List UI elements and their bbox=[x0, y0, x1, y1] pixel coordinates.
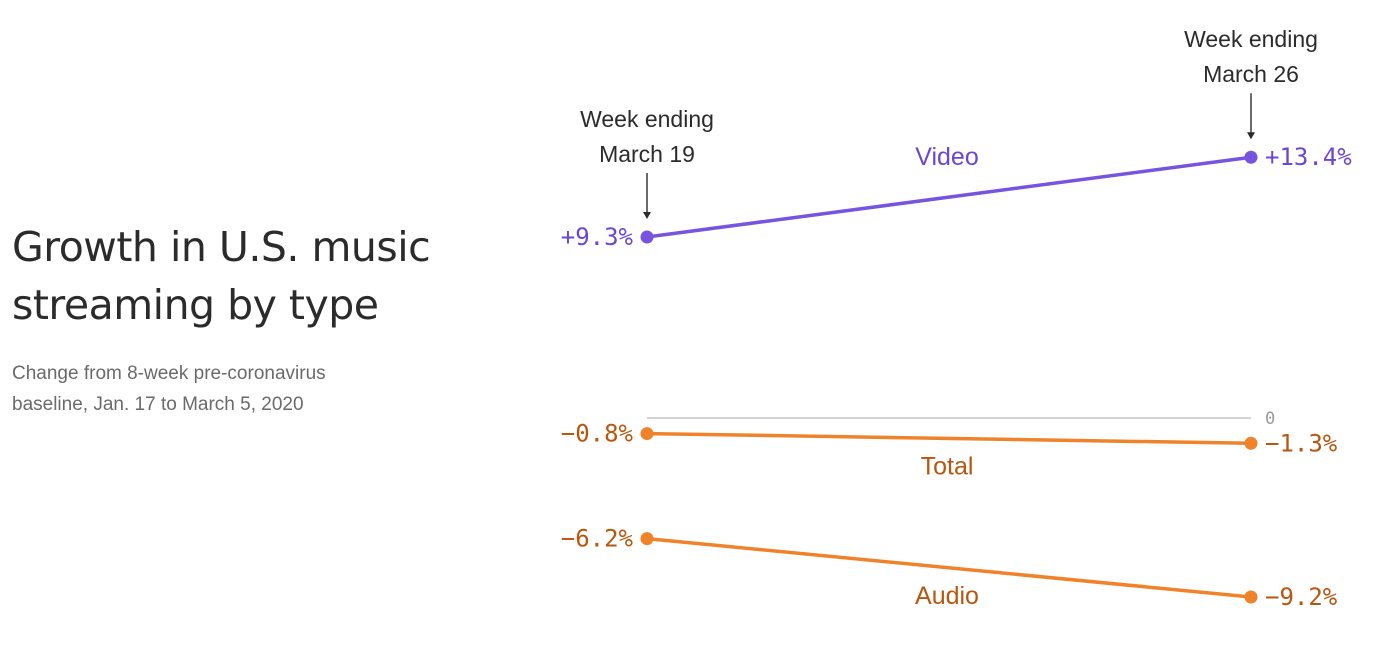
video-value-label-1: +9.3% bbox=[561, 223, 634, 251]
total-line bbox=[645, 431, 1253, 446]
audio-line bbox=[645, 536, 1253, 599]
video-series-label: Video bbox=[915, 143, 979, 171]
period-label-2-line-1: Week ending bbox=[1184, 26, 1318, 52]
audio-value-label-2: −9.2% bbox=[1265, 583, 1338, 611]
period-arrowhead-1 bbox=[643, 212, 651, 220]
video-line bbox=[645, 155, 1253, 239]
chart-title-line-2: streaming by type bbox=[12, 281, 379, 329]
audio-value-label-1: −6.2% bbox=[561, 525, 634, 553]
chart-title-line-1: Growth in U.S. music bbox=[12, 223, 431, 271]
total-point-2 bbox=[1244, 436, 1258, 450]
video-point-1 bbox=[640, 230, 654, 244]
total-series-label: Total bbox=[921, 452, 974, 480]
audio-series-label: Audio bbox=[915, 582, 979, 610]
period-arrowhead-2 bbox=[1247, 132, 1255, 140]
total-value-label-2: −1.3% bbox=[1265, 429, 1338, 457]
audio-point-2 bbox=[1244, 590, 1258, 604]
total-value-label-1: −0.8% bbox=[561, 420, 634, 448]
chart-subtitle: Change from 8-week pre-coronavirus basel… bbox=[12, 363, 326, 415]
period-label-1-line-2: March 19 bbox=[599, 141, 695, 167]
total-point-1 bbox=[640, 427, 654, 441]
period-label-2-line-2: March 26 bbox=[1203, 61, 1299, 87]
audio-point-1 bbox=[640, 532, 654, 546]
title-block: Growth in U.S. music streaming by type C… bbox=[12, 218, 492, 420]
zero-label: 0 bbox=[1265, 409, 1275, 429]
video-value-label-2: +13.4% bbox=[1265, 143, 1352, 171]
video-point-2 bbox=[1244, 150, 1258, 164]
period-label-1-line-1: Week ending bbox=[580, 106, 714, 132]
chart-title: Growth in U.S. music streaming by type bbox=[12, 218, 492, 334]
